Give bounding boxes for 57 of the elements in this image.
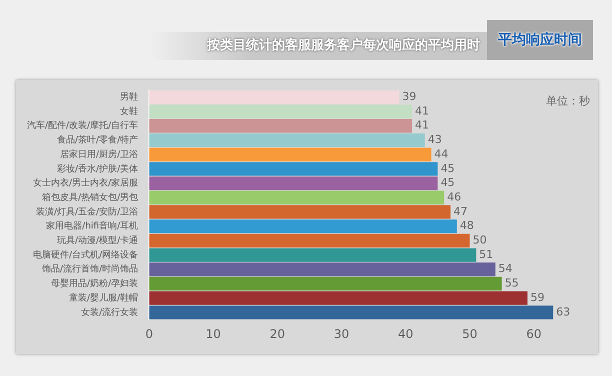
y-tick-label: 女鞋 <box>120 106 138 117</box>
bar <box>149 205 451 219</box>
data-label: 46 <box>447 190 462 204</box>
bar <box>149 291 528 305</box>
data-label: 59 <box>530 290 544 304</box>
data-label: 43 <box>428 133 442 146</box>
bar <box>149 119 412 133</box>
data-label: 45 <box>440 162 455 175</box>
data-label: 48 <box>460 219 474 232</box>
y-tick-label: 童装/婴儿服/鞋帽 <box>69 292 138 304</box>
bar <box>149 306 554 320</box>
data-label: 39 <box>402 90 416 104</box>
bar <box>149 248 476 262</box>
y-tick-label: 男鞋 <box>120 92 138 103</box>
bar <box>149 234 470 248</box>
y-tick-label: 食品/茶叶/零食/特产 <box>57 134 138 146</box>
y-tick-label: 装潢/灯具/五金/安防/卫浴 <box>36 206 138 218</box>
chart-title: 平均响应时间 <box>487 20 593 60</box>
data-label: 55 <box>504 276 519 290</box>
y-tick-label: 居家日用/厨房/卫浴 <box>60 148 138 160</box>
bar <box>149 148 432 162</box>
data-label: 41 <box>415 118 430 132</box>
y-tick-label: 电脑硬件/台式机/网络设备 <box>33 249 138 260</box>
bar <box>149 262 496 276</box>
bar <box>149 104 412 118</box>
y-tick-label: 玩具/动漫/模型/卡通 <box>57 235 138 246</box>
bar <box>149 276 502 291</box>
bar <box>149 90 400 104</box>
x-tick-label: 10 <box>206 326 221 341</box>
y-tick-label: 彩妆/香水/护肤/美体 <box>57 163 138 174</box>
y-tick-label: 箱包皮具/热销女包/男包 <box>42 192 138 203</box>
bar <box>149 176 438 190</box>
annotation: 单位：秒 <box>546 94 590 108</box>
y-tick-label: 女装/流行女装 <box>81 306 138 318</box>
data-label: 51 <box>479 248 494 261</box>
data-label: 63 <box>556 305 570 318</box>
bar <box>149 190 444 204</box>
x-tick-label: 60 <box>526 326 542 341</box>
data-label: 45 <box>440 176 455 190</box>
data-label: 44 <box>434 147 448 160</box>
data-label: 50 <box>472 234 487 247</box>
data-label: 41 <box>415 104 430 118</box>
x-tick-label: 30 <box>334 326 350 341</box>
x-tick-label: 20 <box>270 326 286 341</box>
bar <box>149 220 457 234</box>
data-label: 47 <box>454 204 468 218</box>
y-tick-label: 女士内衣/男士内衣/家居服 <box>33 178 138 189</box>
y-tick-label: 汽车/配件/改装/摩托/自行车 <box>26 120 138 132</box>
bar <box>149 162 438 176</box>
y-tick-label: 饰品/流行首饰/时尚饰品 <box>41 264 138 275</box>
x-tick-label: 40 <box>398 326 414 341</box>
data-label: 54 <box>498 262 512 276</box>
x-tick-label: 0 <box>145 326 153 341</box>
x-tick-label: 50 <box>462 326 478 341</box>
y-tick-label: 母婴用品/奶粉/孕妇装 <box>51 278 138 290</box>
bar <box>149 133 425 148</box>
y-tick-label: 家用电器/hifi音响/耳机 <box>46 220 138 232</box>
